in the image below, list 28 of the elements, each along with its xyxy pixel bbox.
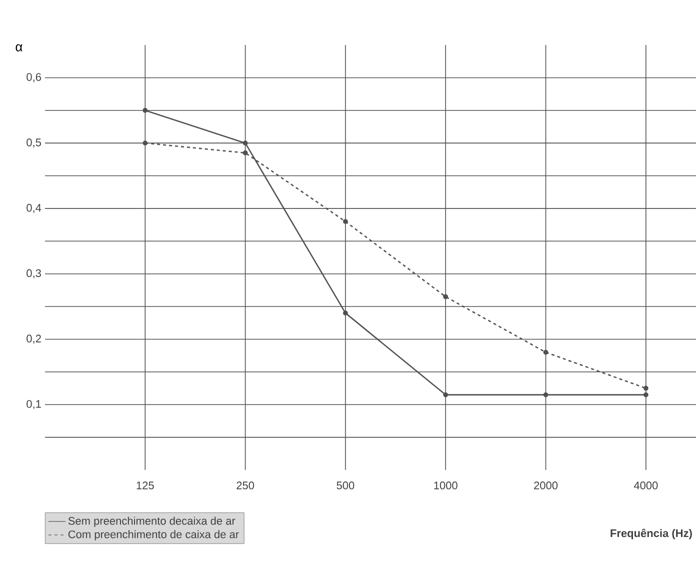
point [543,392,548,398]
point [142,140,148,146]
x-axis-title: Frequência (Hz) [610,528,692,540]
point [443,392,448,398]
point [343,219,348,224]
x-tick-label: 125 [136,482,154,490]
x-tick-label: 250 [236,482,254,490]
y-tick-label: 0,6 [26,73,41,82]
x-tick-label: 500 [336,482,354,490]
y-tick-label: 0,3 [26,269,41,278]
x-tick-label: 1000 [434,482,458,490]
x-tick-label: 2000 [534,482,558,490]
legend-label: Com preenchimento de caixa de ar [68,530,239,540]
point [643,386,648,391]
point [543,350,548,355]
y-tick-label: 0,1 [26,400,41,410]
point [142,108,148,113]
point [643,392,648,398]
point [443,294,448,300]
point [343,310,348,316]
point [242,140,248,146]
y-tick-label: 0,2 [26,334,41,344]
y-axis-title: α [16,44,22,52]
y-tick-label: 0,5 [26,138,41,148]
x-tick-label: 4000 [634,482,658,490]
y-tick-label: 0,4 [26,204,42,213]
point [242,150,248,156]
legend-label: Sem preenchimento decaixa de ar [68,516,236,527]
